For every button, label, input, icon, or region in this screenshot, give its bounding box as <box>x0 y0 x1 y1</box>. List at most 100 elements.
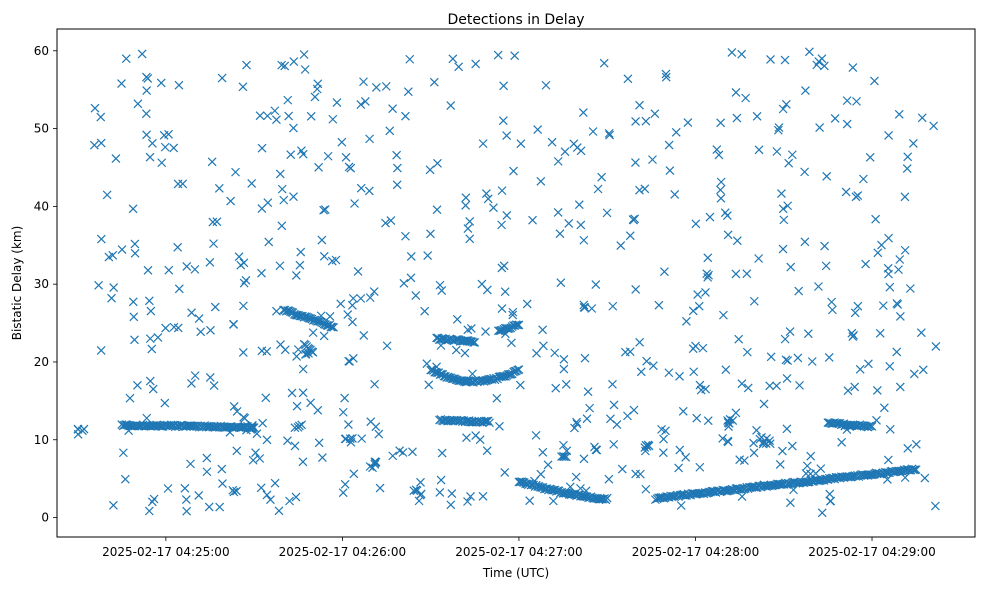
detection-point <box>695 380 705 390</box>
detection-point <box>538 325 548 335</box>
detection-point <box>209 239 218 249</box>
detection-point <box>900 192 910 202</box>
detection-point <box>462 433 471 443</box>
detection-point <box>319 205 329 215</box>
detection-point <box>778 104 788 114</box>
detection-point <box>579 302 589 312</box>
detection-point <box>205 372 215 382</box>
detection-point <box>502 131 512 141</box>
detection-point <box>130 335 139 345</box>
detection-point <box>522 299 532 309</box>
detection-point <box>202 467 212 477</box>
detection-point <box>169 143 179 153</box>
detection-point <box>800 167 810 177</box>
detection-point <box>317 453 327 462</box>
detection-point <box>295 260 305 270</box>
detection-point <box>608 379 617 389</box>
detection-point <box>297 420 307 430</box>
detection-point <box>853 301 863 311</box>
detection-point <box>147 138 157 148</box>
y-axis-ticks: 0 10 20 30 40 50 60 <box>34 44 57 525</box>
detection-point <box>130 239 140 249</box>
detection-point <box>266 495 275 505</box>
detection-point <box>593 184 603 194</box>
detection-point <box>635 469 645 479</box>
track-point <box>437 333 447 343</box>
y-tick-label: 60 <box>34 44 49 58</box>
detection-point <box>752 111 762 121</box>
detection-point <box>623 74 633 84</box>
detection-point <box>569 139 579 149</box>
detection-point <box>381 218 390 228</box>
detection-point <box>817 508 827 518</box>
track-point <box>515 477 525 487</box>
detection-point <box>780 55 790 65</box>
detection-point <box>446 500 456 510</box>
detection-point <box>310 92 320 102</box>
detection-point <box>240 413 250 423</box>
detection-point <box>409 486 419 496</box>
detection-point <box>239 278 249 288</box>
detection-point <box>714 150 724 160</box>
detection-point <box>528 215 537 225</box>
detection-point <box>145 334 155 344</box>
detection-point <box>602 208 612 218</box>
detection-point <box>414 496 424 506</box>
detection-point <box>143 265 153 275</box>
detection-point <box>461 201 471 210</box>
detection-point <box>133 380 142 390</box>
detection-point <box>117 79 126 88</box>
detection-point <box>497 304 507 313</box>
detection-point <box>182 506 192 516</box>
detection-point <box>408 447 417 457</box>
detection-point <box>871 214 881 224</box>
detection-point <box>370 379 380 389</box>
detection-point <box>145 376 155 386</box>
detection-point <box>109 283 119 292</box>
detection-point <box>644 441 654 451</box>
detection-point <box>465 234 475 244</box>
detection-point <box>783 201 793 211</box>
track-point <box>326 322 336 332</box>
detection-point <box>804 47 814 57</box>
detection-point <box>392 163 402 173</box>
detection-point <box>405 54 415 64</box>
detection-point <box>344 356 354 366</box>
detection-point <box>580 353 590 363</box>
detection-point <box>861 259 871 269</box>
detection-point <box>164 265 174 275</box>
detection-point <box>749 448 759 458</box>
detection-point <box>289 192 298 202</box>
track-point <box>909 465 918 475</box>
detection-point <box>359 77 368 87</box>
detection-point <box>251 448 260 458</box>
detection-point <box>509 166 518 176</box>
detection-point <box>807 357 817 366</box>
detection-point <box>635 185 644 195</box>
chart-title: Detections in Delay <box>447 12 584 28</box>
detection-point <box>306 111 316 121</box>
detection-point <box>852 96 861 106</box>
detection-point <box>141 72 151 82</box>
detection-point <box>332 98 342 107</box>
track-point <box>847 472 857 482</box>
detection-point <box>732 113 742 123</box>
detection-point <box>111 154 121 163</box>
detection-point <box>648 155 657 165</box>
detection-point <box>781 99 791 109</box>
detection-point <box>701 287 710 297</box>
detection-point <box>694 301 704 311</box>
detection-point <box>261 393 271 403</box>
track-point <box>511 320 521 330</box>
detection-point <box>583 387 593 397</box>
detection-point <box>371 82 381 92</box>
detection-point <box>323 151 333 161</box>
track-point <box>469 338 478 347</box>
detection-point <box>659 434 668 444</box>
detection-point <box>579 454 589 464</box>
detection-point <box>778 244 788 254</box>
detection-point <box>386 216 396 225</box>
detection-point <box>420 306 430 316</box>
detection-point <box>482 446 492 456</box>
detection-point <box>284 111 294 121</box>
